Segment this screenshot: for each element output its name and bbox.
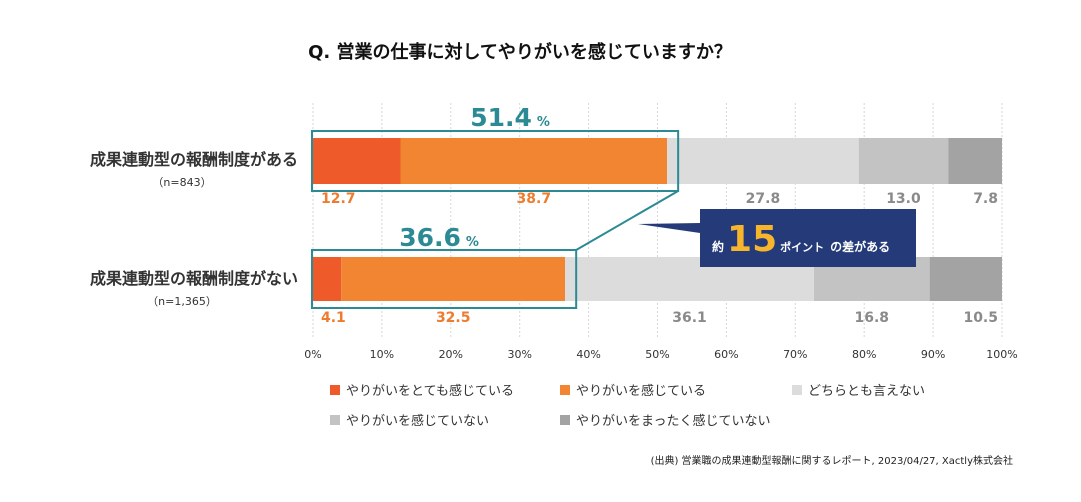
value-label: 27.8 <box>746 191 781 207</box>
x-tick-label: 70% <box>783 348 807 361</box>
value-label: 10.5 <box>963 310 998 326</box>
total-unit: % <box>537 115 550 130</box>
chart-title: Q. 営業の仕事に対してやりがいを感じていますか？ <box>308 41 732 63</box>
legend: やりがいをとても感じている やりがいを感じている どちらとも言えない やりがいを… <box>330 380 1030 436</box>
legend-label: どちらとも言えない <box>808 384 926 399</box>
callout-suffix-diff: の差がある <box>830 239 890 254</box>
total-value: 51.4 <box>470 103 532 132</box>
bars-group <box>311 130 1002 309</box>
x-tick-label: 80% <box>852 348 876 361</box>
total-unit: % <box>466 235 479 250</box>
category-label: 成果連動型の報酬制度がある <box>90 150 298 169</box>
legend-item-not-rewarding: やりがいを感じていない <box>330 410 489 429</box>
total-label: 51.4% <box>470 103 550 132</box>
x-tick-label: 20% <box>439 348 463 361</box>
value-label: 36.1 <box>672 310 707 326</box>
legend-item-rewarding: やりがいを感じている <box>560 380 706 399</box>
value-label: 38.7 <box>517 191 552 207</box>
total-value: 36.6 <box>399 223 461 252</box>
x-tick-label: 0% <box>304 348 321 361</box>
callout-text: 約15 ポイント の差がある <box>712 219 890 260</box>
bar-segment <box>341 257 566 301</box>
category-sample-size: （n=1,365） <box>147 295 217 308</box>
x-tick-labels-group: 0% 10% 20% 30% 40% 50% 60% 70% 80% 90% 100% <box>304 348 1017 361</box>
legend-swatch <box>330 414 340 425</box>
value-label: 32.5 <box>436 310 471 326</box>
bar-segment <box>667 138 859 184</box>
callout-prefix: 約 <box>712 239 724 254</box>
x-tick-label: 90% <box>921 348 945 361</box>
value-label: 12.7 <box>321 191 356 207</box>
x-tick-label: 50% <box>645 348 669 361</box>
callout-suffix-points: ポイント <box>780 240 824 254</box>
callout-number: 15 <box>727 219 777 260</box>
source-note: (出典) 営業職の成果連動型報酬に関するレポート, 2023/04/27, Xa… <box>650 456 1013 467</box>
legend-swatch <box>330 384 340 395</box>
x-tick-label: 40% <box>576 348 600 361</box>
callout-box <box>700 209 916 267</box>
legend-item-neutral: どちらとも言えない <box>792 380 925 399</box>
legend-item-very-rewarding: やりがいをとても感じている <box>330 380 514 399</box>
connector-line <box>575 190 679 251</box>
highlight-box <box>311 249 578 309</box>
bar-segment <box>313 257 342 301</box>
legend-item-not-at-all-rewarding: やりがいをまったく感じていない <box>560 410 770 429</box>
value-label: 4.1 <box>321 310 346 326</box>
legend-label: やりがいを感じていない <box>346 414 490 429</box>
category-labels-group: 成果連動型の報酬制度がある （n=843） 成果連動型の報酬制度がない （n=1,36… <box>90 150 298 308</box>
x-tick-label: 100% <box>986 348 1017 361</box>
callout-pointer <box>638 223 700 233</box>
difference-callout: 約15 ポイント の差がある <box>638 209 916 267</box>
highlight-connectors <box>575 190 679 251</box>
x-tick-label: 30% <box>507 348 531 361</box>
x-tick-label: 60% <box>714 348 738 361</box>
bar-segment <box>858 138 949 184</box>
legend-label: やりがいをとても感じている <box>346 384 514 399</box>
value-label: 7.8 <box>973 191 998 207</box>
category-sample-size: （n=843） <box>152 176 211 189</box>
value-label: 13.0 <box>886 191 921 207</box>
bar-segment <box>400 138 668 184</box>
value-label: 16.8 <box>855 310 890 326</box>
legend-swatch <box>560 414 570 425</box>
bar-segment <box>948 138 1002 184</box>
x-tick-label: 10% <box>370 348 394 361</box>
bar-segment <box>929 257 1002 301</box>
bar-segment <box>313 138 401 184</box>
total-label: 36.6% <box>399 223 479 252</box>
highlight-box <box>311 130 680 192</box>
legend-label: やりがいをまったく感じていない <box>576 414 771 429</box>
category-label: 成果連動型の報酬制度がない <box>90 269 298 288</box>
value-labels-group: 12.7 38.7 27.8 13.0 7.8 51.4 % 4.1 32.5 36.1 16.8 1… <box>321 103 998 326</box>
legend-swatch <box>792 384 802 395</box>
legend-swatch <box>560 384 570 395</box>
legend-label: やりがいを感じている <box>576 384 707 399</box>
